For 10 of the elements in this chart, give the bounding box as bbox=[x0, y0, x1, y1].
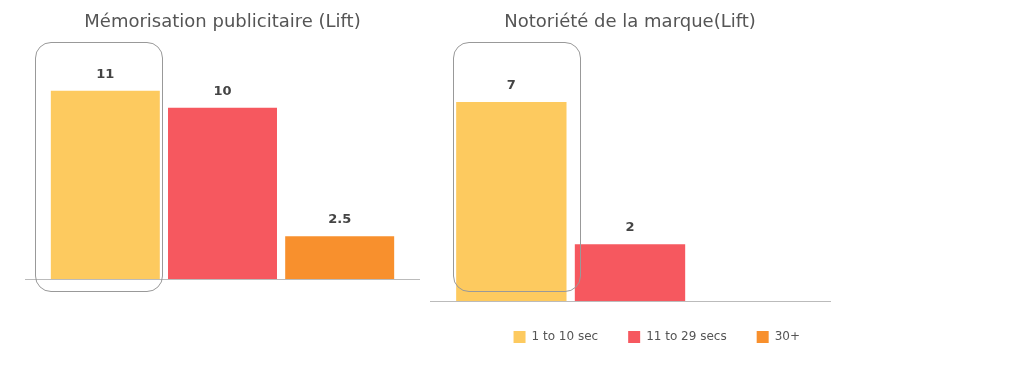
chart-title: Mémorisation publicitaire (Lift) bbox=[84, 10, 361, 32]
data-label: 11 bbox=[96, 65, 115, 81]
chart-title: Notoriété de la marque(Lift) bbox=[504, 10, 756, 32]
data-label: 2.5 bbox=[328, 211, 352, 227]
data-label: 7 bbox=[506, 76, 516, 92]
data-label: 2 bbox=[625, 219, 635, 235]
data-label: 10 bbox=[213, 82, 232, 98]
legend-label: 30+ bbox=[774, 329, 800, 344]
legend-label: 1 to 10 sec bbox=[531, 329, 599, 344]
legend-label: 11 to 29 secs bbox=[646, 329, 727, 344]
